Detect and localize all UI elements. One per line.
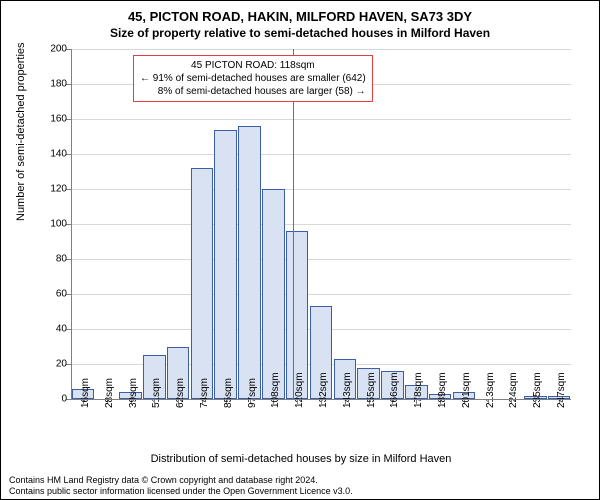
- x-tick-label: 166sqm: [389, 372, 400, 408]
- x-tick-label: 224sqm: [508, 372, 519, 408]
- histogram-bar: [214, 130, 237, 400]
- grid-line: [71, 259, 571, 260]
- annotation-box: 45 PICTON ROAD: 118sqm← 91% of semi-deta…: [133, 55, 373, 102]
- footer-line-1: Contains HM Land Registry data © Crown c…: [9, 475, 353, 486]
- x-axis-line: [71, 399, 571, 400]
- page-title: 45, PICTON ROAD, HAKIN, MILFORD HAVEN, S…: [1, 1, 599, 24]
- annotation-line-2: ← 91% of semi-detached houses are smalle…: [140, 72, 366, 85]
- x-tick-label: 213sqm: [485, 372, 496, 408]
- x-tick-label: 189sqm: [437, 372, 448, 408]
- y-tick-label: 20: [37, 359, 67, 370]
- y-tick-label: 120: [37, 184, 67, 195]
- x-tick-label: 108sqm: [270, 372, 281, 408]
- grid-line: [71, 119, 571, 120]
- x-axis-title: Distribution of semi-detached houses by …: [1, 453, 600, 465]
- histogram-chart: 02040608010012014016018020016sqm28sqm39s…: [71, 49, 571, 399]
- y-tick-label: 140: [37, 149, 67, 160]
- y-tick-label: 100: [37, 219, 67, 230]
- grid-line: [71, 49, 571, 50]
- x-tick-label: 28sqm: [104, 378, 115, 408]
- x-tick-label: 85sqm: [223, 378, 234, 408]
- x-tick-label: 97sqm: [247, 378, 258, 408]
- grid-line: [71, 294, 571, 295]
- annotation-line-3: 8% of semi-detached houses are larger (5…: [140, 85, 366, 98]
- x-tick-label: 178sqm: [413, 372, 424, 408]
- y-tick-label: 40: [37, 324, 67, 335]
- grid-line: [71, 154, 571, 155]
- x-tick-label: 235sqm: [532, 372, 543, 408]
- x-tick-label: 155sqm: [366, 372, 377, 408]
- x-tick-label: 16sqm: [80, 378, 91, 408]
- histogram-bar: [262, 189, 285, 399]
- x-tick-label: 39sqm: [128, 378, 139, 408]
- histogram-bar: [238, 126, 261, 399]
- x-tick-label: 247sqm: [556, 372, 567, 408]
- footer-line-2: Contains public sector information licen…: [9, 486, 353, 497]
- page-subtitle: Size of property relative to semi-detach…: [1, 24, 599, 44]
- x-tick-label: 143sqm: [342, 372, 353, 408]
- y-axis-line: [71, 49, 72, 399]
- histogram-bar: [191, 168, 214, 399]
- footer-attribution: Contains HM Land Registry data © Crown c…: [9, 475, 353, 498]
- x-tick-label: 132sqm: [318, 372, 329, 408]
- y-tick-label: 0: [37, 394, 67, 405]
- y-axis-title: Number of semi-detached properties: [15, 42, 27, 221]
- y-tick-label: 60: [37, 289, 67, 300]
- y-tick-label: 180: [37, 79, 67, 90]
- grid-line: [71, 189, 571, 190]
- x-tick-label: 74sqm: [199, 378, 210, 408]
- x-tick-label: 51sqm: [151, 378, 162, 408]
- grid-line: [71, 224, 571, 225]
- x-tick-label: 62sqm: [175, 378, 186, 408]
- y-tick-label: 80: [37, 254, 67, 265]
- x-tick-label: 120sqm: [294, 372, 305, 408]
- plot-region: 02040608010012014016018020016sqm28sqm39s…: [71, 49, 571, 399]
- annotation-line-1: 45 PICTON ROAD: 118sqm: [140, 59, 366, 72]
- x-tick-label: 201sqm: [461, 372, 472, 408]
- y-tick-label: 160: [37, 114, 67, 125]
- y-tick-label: 200: [37, 44, 67, 55]
